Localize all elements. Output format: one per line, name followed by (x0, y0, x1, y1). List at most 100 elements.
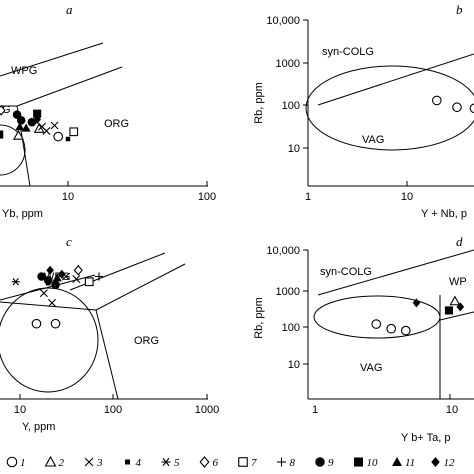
data-point (57, 269, 66, 279)
legend-marker (354, 457, 363, 467)
panel-a: a 10 100 Yb, ppm WPG ORG G (0, 2, 216, 220)
data-point (11, 278, 20, 286)
data-point (84, 277, 94, 287)
panel-b-field-label: syn-COLG (322, 46, 374, 58)
panel-d-xtick: 10 (446, 404, 458, 416)
legend-item: 6 (199, 456, 219, 469)
data-point (61, 272, 70, 281)
panel-a-xtick: 100 (198, 191, 216, 203)
legend-label: 3 (96, 457, 103, 469)
data-point (48, 298, 57, 307)
data-point (33, 109, 42, 118)
panel-d-field-label: WP (449, 276, 467, 288)
panel-d-letter: d (456, 234, 463, 249)
panel-b-ytick: 10 (288, 143, 300, 155)
data-point (400, 325, 411, 336)
legend-marker (6, 456, 18, 468)
panel-d-points (371, 295, 465, 336)
data-point (452, 102, 462, 113)
data-point (33, 123, 45, 133)
data-point (94, 272, 104, 281)
data-point (37, 272, 46, 281)
data-point (52, 273, 62, 282)
legend-marker (315, 457, 325, 467)
legend-marker (431, 457, 440, 467)
legend-label: 6 (213, 457, 219, 469)
data-point (69, 127, 79, 137)
legend-item: 11 (392, 457, 415, 469)
data-point (42, 126, 51, 135)
data-point (412, 298, 421, 308)
data-point (469, 103, 474, 114)
data-point (444, 306, 453, 315)
panel-c-field-label: ORG (134, 335, 159, 347)
panel-b-xtick: 1 (305, 191, 311, 203)
data-point (386, 323, 397, 334)
legend: 1 2 3 4 5 6 7 8 9 10 11 12 (6, 455, 456, 469)
data-point (371, 319, 382, 329)
panel-d-field-label: syn-COLG (320, 266, 372, 278)
legend-item: 7 (238, 457, 257, 469)
panel-b-ytick: 1000 (276, 58, 300, 70)
panel-c-points (11, 264, 104, 329)
panel-c-xtick: 1000 (195, 404, 219, 416)
legend-label: 1 (20, 457, 26, 469)
data-point (65, 136, 71, 142)
data-point (46, 265, 54, 275)
data-point (0, 105, 6, 116)
data-point (45, 280, 51, 286)
legend-marker (161, 457, 171, 467)
legend-label: 12 (444, 457, 456, 469)
legend-label: 11 (405, 457, 415, 469)
panel-d-xlabel: Y b+ Ta, p (401, 432, 450, 444)
panel-b-field-label: VAG (362, 134, 384, 146)
legend-item: 1 (6, 456, 26, 469)
panel-a-field-label: G (2, 104, 11, 116)
data-point (13, 129, 24, 140)
legend-label: 9 (328, 457, 334, 469)
legend-item: 3 (84, 457, 103, 469)
panel-d-ytick: 1000 (276, 286, 300, 298)
data-point (31, 318, 42, 329)
panel-d-ytick: 100 (282, 322, 300, 334)
panel-a-xlabel: Yb, ppm (2, 208, 43, 220)
data-point (73, 264, 83, 276)
panel-d-ylabel: Rb, ppm (253, 297, 265, 339)
legend-item: 5 (161, 457, 180, 469)
legend-item: 10 (354, 457, 378, 469)
panel-d-xtick: 1 (312, 404, 318, 416)
legend-marker (277, 457, 286, 467)
panel-c: c 10 100 1000 Y, ppm WPG ORG (0, 234, 219, 433)
legend-marker (199, 456, 210, 468)
data-point (50, 318, 61, 329)
panel-b-xlabel: Y + Nb, p (421, 208, 467, 220)
legend-item: 2 (44, 455, 65, 469)
panel-d-field-label: VAG (360, 362, 382, 374)
legend-label: 10 (367, 457, 379, 469)
panel-d: d Rb, ppm 10,000 1000 100 10 1 10 Y b+ T… (253, 234, 474, 444)
legend-marker (125, 459, 130, 465)
panel-b-xtick: 10 (401, 191, 413, 203)
panel-b-ylabel: Rb, ppm (253, 82, 265, 124)
data-point (51, 280, 60, 290)
panel-b-ytick: 10,000 (266, 15, 300, 27)
panel-c-xlabel: Y, ppm (22, 421, 55, 433)
data-point (0, 130, 4, 139)
legend-label: 7 (251, 457, 257, 469)
panel-c-letter: c (66, 234, 72, 249)
panel-b-axes (303, 19, 474, 187)
legend-marker (44, 455, 57, 467)
panel-d-ytick: 10 (288, 359, 300, 371)
panel-a-xtick: 10 (62, 191, 74, 203)
panel-b-points (431, 95, 474, 114)
panel-b-letter: b (456, 2, 463, 17)
legend-marker (392, 457, 402, 466)
panel-b: b Rb, ppm 10,000 1000 100 10 1 10 Y + Nb… (253, 2, 474, 220)
data-point (39, 289, 48, 298)
panel-c-xtick: 100 (104, 404, 122, 416)
legend-label: 8 (290, 457, 296, 469)
legend-item: 8 (277, 457, 296, 469)
panel-b-ytick: 100 (282, 100, 300, 112)
data-point (456, 302, 465, 312)
